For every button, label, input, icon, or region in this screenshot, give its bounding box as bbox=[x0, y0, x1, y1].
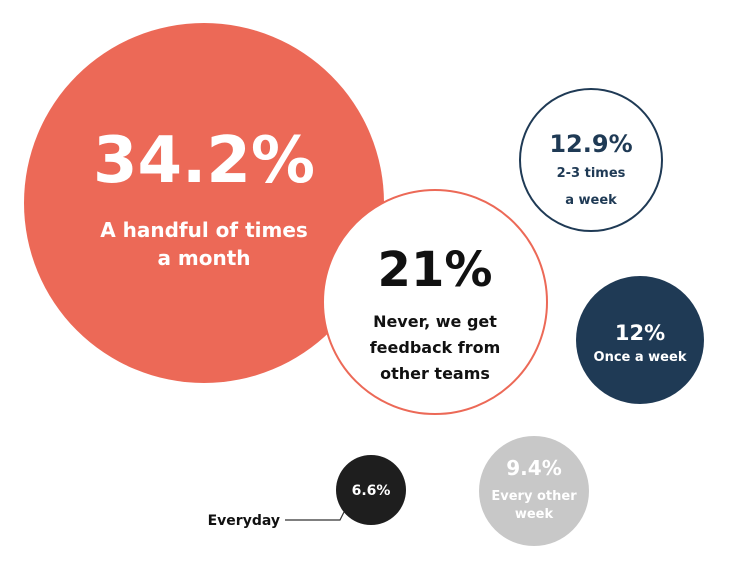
bubble-circle-4 bbox=[479, 436, 589, 546]
bubble-label-1-line-1: feedback from bbox=[370, 338, 501, 357]
bubble-value-1: 21% bbox=[378, 242, 493, 298]
bubble-circle-0 bbox=[24, 23, 384, 383]
bubble-circle-3 bbox=[576, 276, 704, 404]
bubble-circle-1 bbox=[322, 189, 548, 415]
bubble-label-2-line-1: a week bbox=[565, 193, 617, 208]
bubble-0: 34.2% A handful of times a month bbox=[24, 23, 384, 383]
bubble-label-5: Everyday bbox=[208, 513, 280, 529]
bubble-value-5: 6.6% bbox=[352, 483, 391, 499]
bubble-2: 12.9% 2-3 times a week bbox=[519, 88, 663, 232]
bubble-value-0: 34.2% bbox=[93, 124, 315, 198]
bubble-label-0-line-1: a month bbox=[157, 246, 250, 270]
bubble-3: 12% Once a week bbox=[576, 276, 704, 404]
bubble-1: 21% Never, we get feedback from other teams bbox=[322, 189, 548, 415]
bubble-value-4: 9.4% bbox=[506, 456, 561, 480]
bubble-value-3: 12% bbox=[615, 321, 665, 345]
bubble-label-1-line-2: other teams bbox=[380, 364, 490, 383]
bubble-label-1-line-0: Never, we get bbox=[373, 312, 497, 331]
bubble-value-2: 12.9% bbox=[549, 130, 632, 158]
bubble-label-4-line-0: Every other bbox=[491, 489, 577, 504]
bubble-5: 6.6% Everyday bbox=[208, 455, 406, 529]
bubble-circle-5 bbox=[336, 455, 406, 525]
bubble-label-0-line-0: A handful of times bbox=[100, 218, 308, 242]
bubble-label-2-line-0: 2-3 times bbox=[557, 166, 626, 181]
bubble-leader-line-5 bbox=[285, 511, 345, 521]
bubble-4: 9.4% Every other week bbox=[479, 436, 589, 546]
bubble-label-4-line-1: week bbox=[515, 507, 554, 522]
bubble-label-3-line-0: Once a week bbox=[594, 350, 687, 365]
bubble-circle-2 bbox=[519, 88, 663, 232]
